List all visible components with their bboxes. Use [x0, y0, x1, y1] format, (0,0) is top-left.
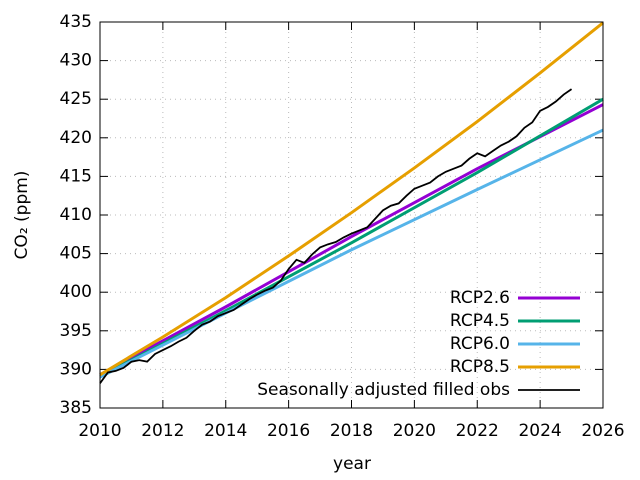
- series-line: [99, 103, 604, 377]
- y-tick-label: 400: [60, 282, 92, 302]
- legend-label: RCP8.5: [450, 357, 510, 377]
- y-tick-label: 435: [60, 12, 92, 32]
- legend-label: RCP6.0: [450, 334, 510, 354]
- plot-frame: [99, 21, 604, 409]
- x-tick-label: 2010: [78, 421, 121, 441]
- x-tick-label: 2024: [518, 421, 561, 441]
- legend-label: RCP4.5: [450, 311, 510, 331]
- legend-label: RCP2.6: [450, 288, 510, 308]
- series-line: [99, 97, 604, 378]
- legend-label: Seasonally adjusted filled obs: [257, 380, 510, 400]
- x-tick-label: 2022: [456, 421, 499, 441]
- y-tick-label: 430: [60, 51, 92, 71]
- x-tick-label: 2026: [581, 421, 624, 441]
- x-tick-label: 2014: [204, 421, 247, 441]
- x-tick-label: 2016: [267, 421, 310, 441]
- x-axis-label: year: [333, 454, 371, 474]
- y-tick-label: 395: [60, 321, 92, 341]
- y-tick-label: 425: [60, 89, 92, 109]
- x-tick-label: 2020: [393, 421, 436, 441]
- x-tick-label: 2012: [141, 421, 184, 441]
- series-line: [99, 128, 604, 379]
- series-line: [99, 21, 604, 377]
- y-tick-label: 415: [60, 166, 92, 186]
- y-tick-label: 385: [60, 398, 92, 418]
- x-tick-label: 2018: [330, 421, 373, 441]
- y-tick-label: 405: [60, 244, 92, 264]
- y-axis-label: CO₂ (ppm): [12, 171, 32, 260]
- y-tick-label: 390: [60, 359, 92, 379]
- y-tick-label: 420: [60, 128, 92, 148]
- y-tick-label: 410: [60, 205, 92, 225]
- series-line: [99, 88, 573, 384]
